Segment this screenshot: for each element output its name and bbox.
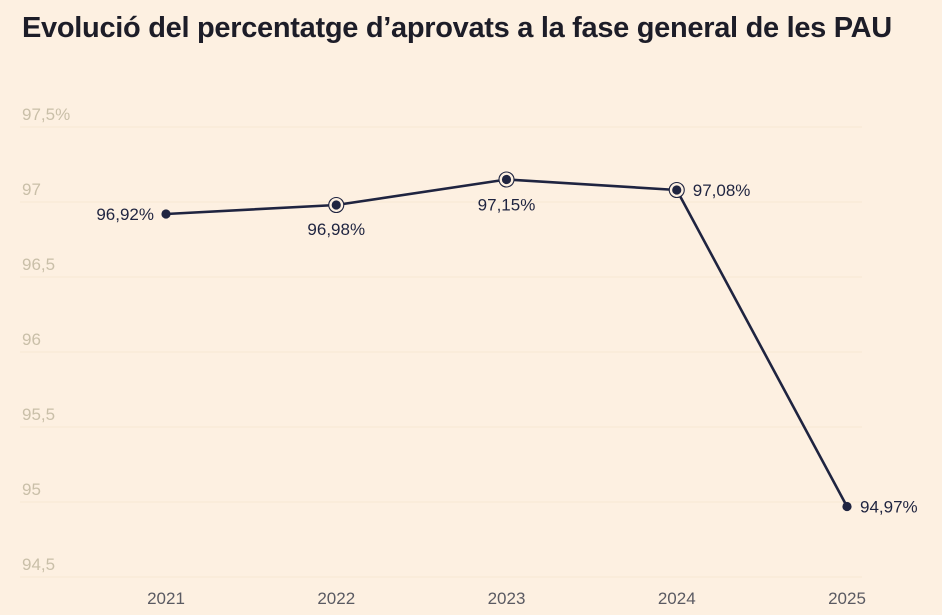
data-point[interactable]	[161, 209, 171, 219]
series-layer	[161, 171, 852, 512]
data-label: 97,08%	[693, 181, 751, 200]
y-tick-label: 95	[22, 480, 41, 499]
y-tick-label: 97	[22, 180, 41, 199]
x-tick-label: 2021	[147, 589, 185, 608]
y-tick-label: 94,5	[22, 555, 55, 574]
chart-title: Evolució del percentatge d’aprovats a la…	[22, 12, 892, 44]
y-tick-label: 95,5	[22, 405, 55, 424]
x-axis-ticks: 2021 2022 2023 2024 2025	[147, 589, 866, 608]
data-point[interactable]	[331, 200, 341, 210]
data-label: 96,92%	[96, 205, 154, 224]
data-labels: 96,92% 96,98% 97,15% 97,08% 94,97%	[96, 181, 917, 517]
data-label: 97,15%	[478, 196, 536, 215]
x-tick-label: 2022	[317, 589, 355, 608]
x-tick-label: 2024	[658, 589, 696, 608]
data-point[interactable]	[501, 174, 512, 185]
data-point[interactable]	[842, 501, 852, 512]
grid-lines	[20, 126, 862, 578]
y-tick-label: 96,5	[22, 255, 55, 274]
data-label: 94,97%	[860, 498, 918, 517]
y-axis-ticks: 97,5% 97 96,5 96 95,5 95 94,5	[22, 105, 70, 574]
data-label: 96,98%	[307, 220, 365, 239]
y-tick-label: 97,5%	[22, 105, 70, 124]
data-point[interactable]	[672, 185, 682, 195]
series-line	[165, 178, 849, 508]
x-tick-label: 2025	[828, 589, 866, 608]
y-tick-label: 96	[22, 330, 41, 349]
x-tick-label: 2023	[488, 589, 526, 608]
